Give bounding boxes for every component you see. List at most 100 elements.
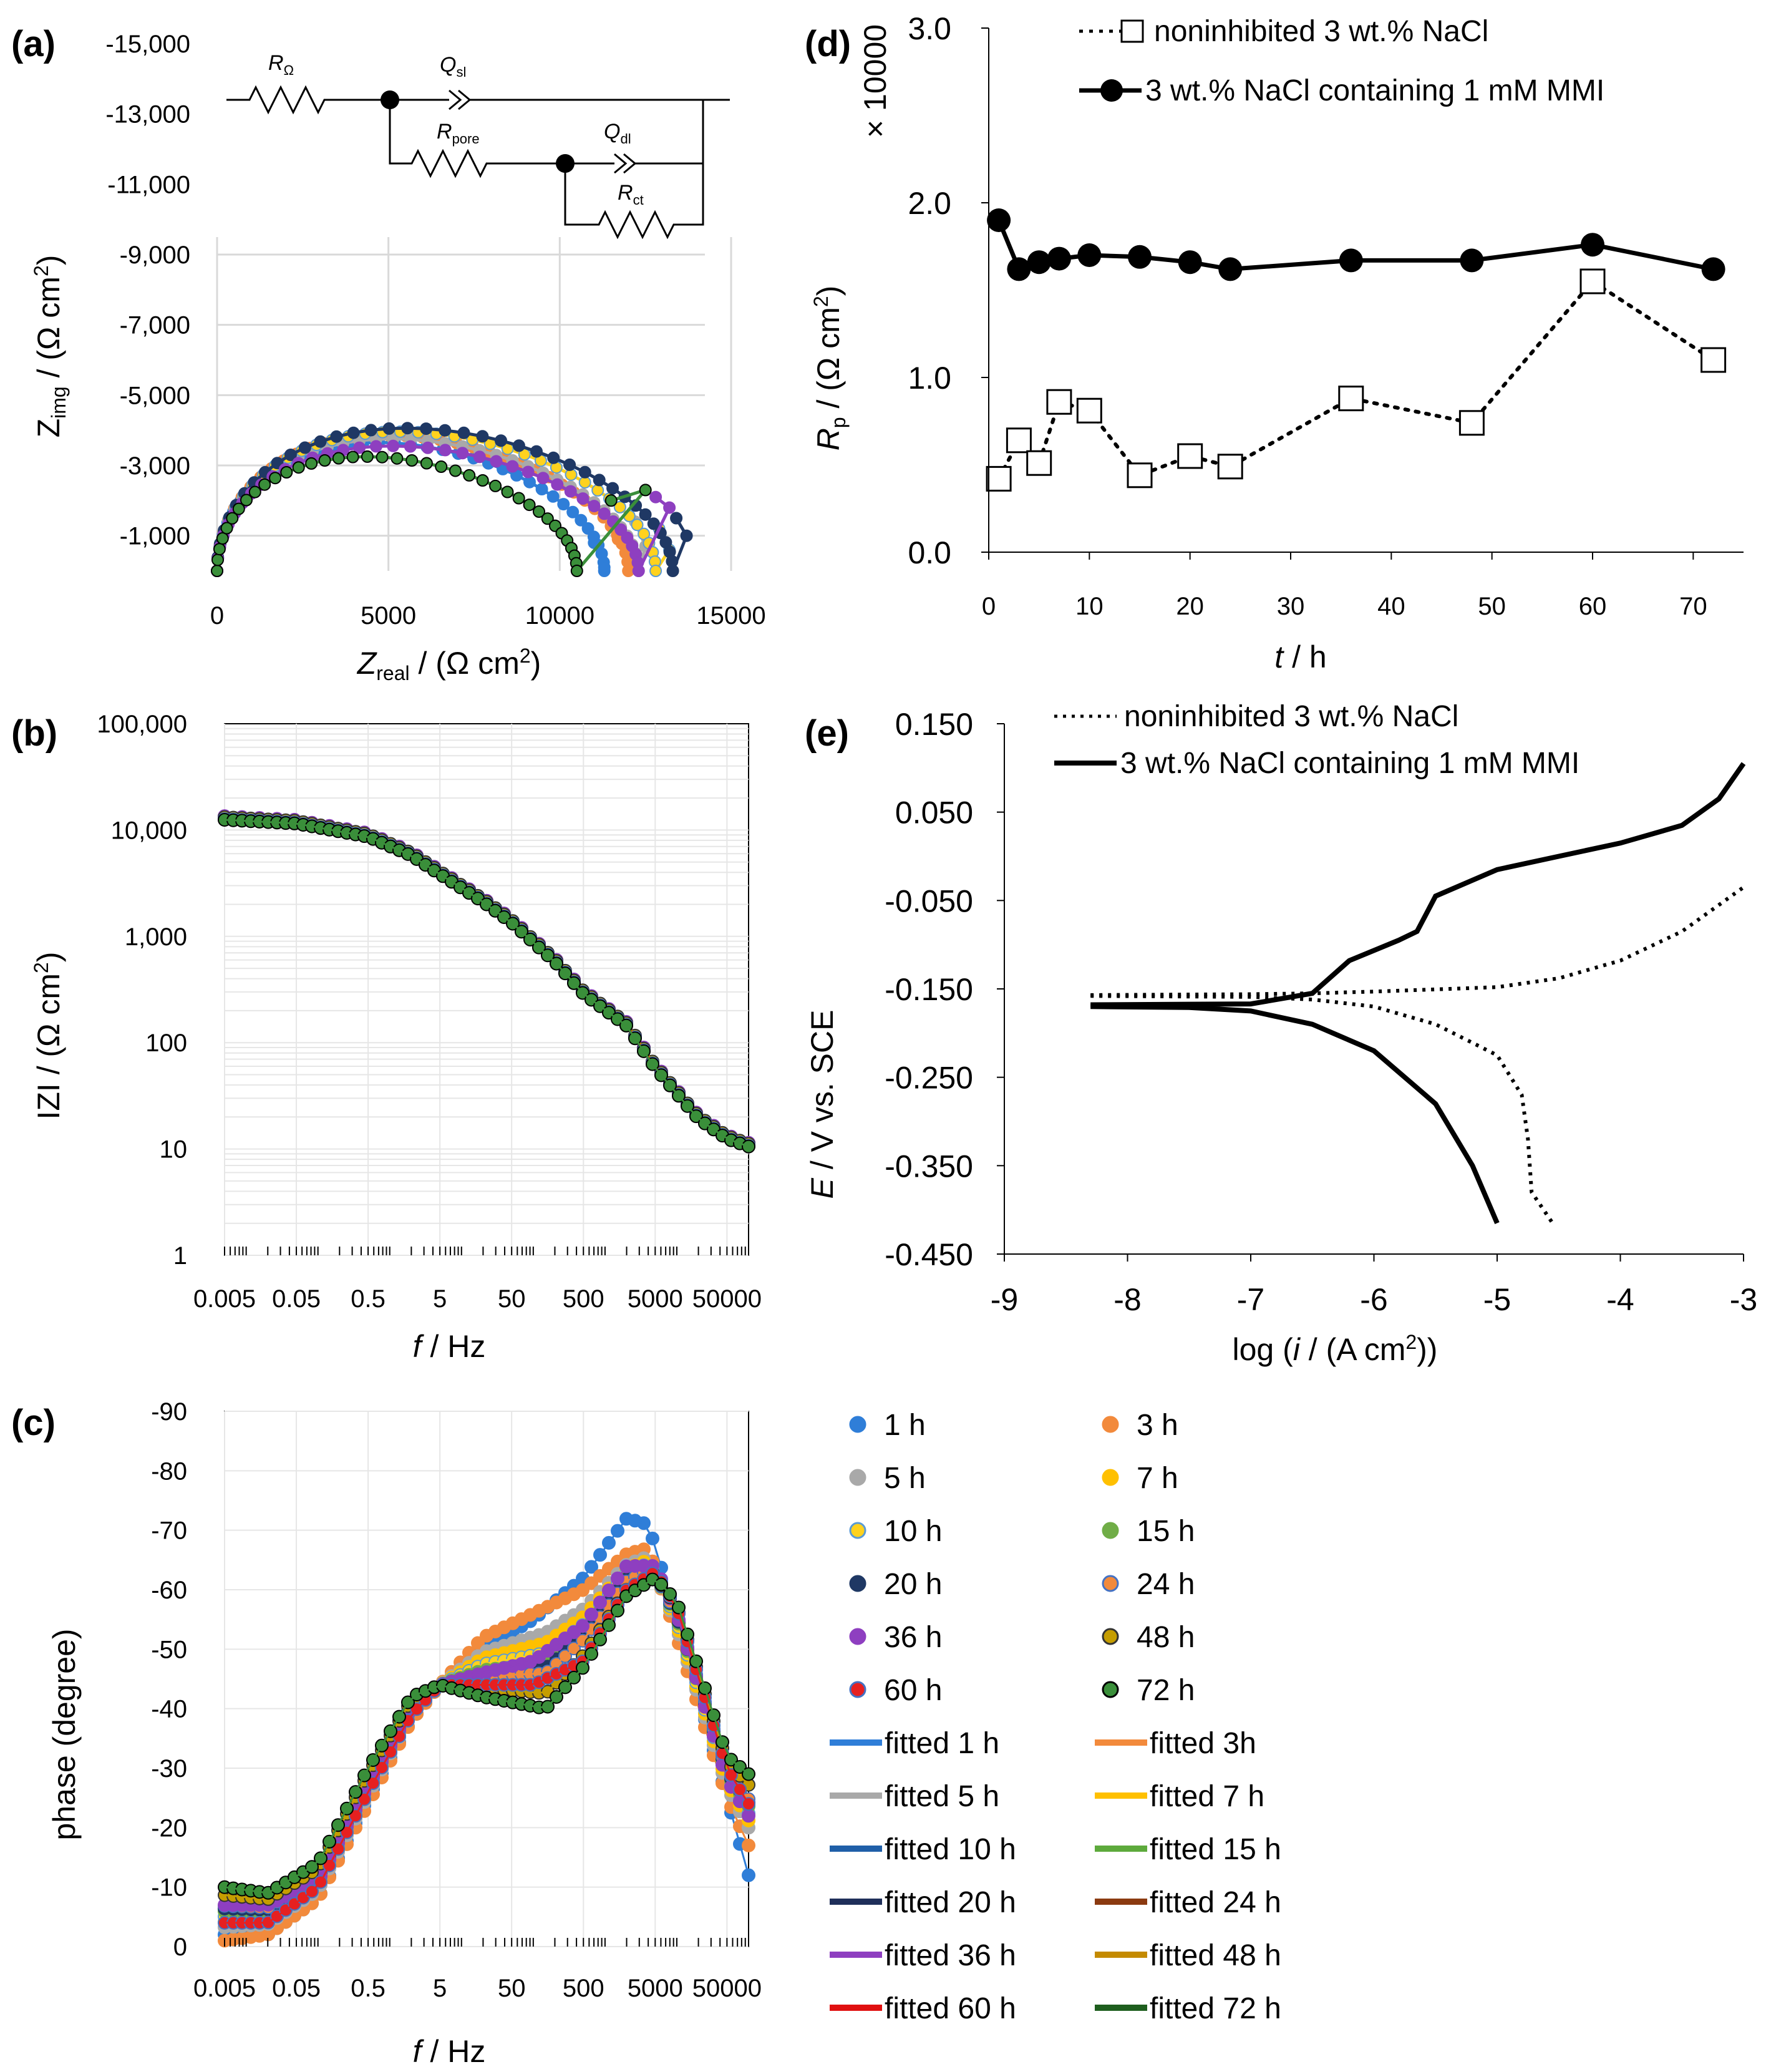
rp-point-noninhibited [1026,450,1052,476]
bode-magnitude-fit-line [224,818,749,1147]
x-tick-label: 500 [563,1285,604,1313]
nyquist-point [404,440,417,453]
panel-e-legend: noninhibited 3 wt.% NaCl 3 wt.% NaCl con… [1054,700,1579,780]
legend-line-label: fitted 60 h [885,1992,1016,2025]
y-tick-label: -15,000 [105,31,190,58]
nyquist-point [420,457,433,470]
nyquist-point [405,454,419,467]
nyquist-point [512,492,525,505]
panel-d-legend-label-1: noninhibited 3 wt.% NaCl [1154,15,1488,48]
bode-phase-series [218,1572,755,1900]
panel-e-legend-label-2: 3 wt.% NaCl containing 1 mM MMI [1120,747,1579,780]
bode-magnitude-series [218,813,755,1154]
circuit-q-sl [449,89,472,110]
legend-line-label: fitted 3h [1150,1727,1256,1760]
bode-magnitude-fit-line [224,816,749,1145]
nyquist-point [631,518,644,532]
y-tick-label: -3,000 [120,452,190,480]
nyquist-point [476,474,489,487]
y-tick-label: -0.450 [885,1237,973,1272]
nyquist-point [353,441,366,454]
y-tick-label: 0.150 [895,707,973,742]
legend-marker [1102,1416,1119,1433]
rp-point-mmi [1077,243,1102,267]
nyquist-point [666,565,679,577]
y-tick-label: 0.050 [895,795,973,830]
legend-marker-label: 10 h [884,1515,942,1548]
nyquist-point [495,434,507,447]
x-tick-label: -6 [1360,1282,1387,1317]
nyquist-point [364,424,377,437]
y-tick-label: -11,000 [107,171,190,198]
panel-c-xlabel: f / Hz [413,2034,486,2069]
y-tick-label: 3.0 [908,11,951,46]
rp-series [986,268,1727,492]
nyquist-point [588,500,601,513]
nyquist-point [575,513,588,527]
rp-point-noninhibited [1458,410,1485,436]
legend-marker-label: 5 h [884,1462,926,1495]
nyquist-point [551,478,564,491]
x-tick-label: 50000 [692,1975,762,2002]
panel-b-label: (b) [11,713,57,754]
y-tick-label: -13,000 [105,101,190,129]
x-tick-label: 10000 [525,602,594,630]
x-tick-label: -3 [1730,1282,1757,1317]
rp-point-mmi [1460,248,1484,273]
nyquist-point [570,565,583,577]
nyquist-point [506,460,519,473]
y-tick-label: -0.350 [885,1149,973,1184]
y-tick-label: 100 [145,1029,187,1057]
y-tick-label: -50 [151,1636,187,1663]
panel-d-label: (d) [805,24,851,64]
x-tick-label: 0.5 [351,1975,386,2002]
nyquist-point [523,499,536,512]
nyquist-point [391,452,404,465]
rp-point-mmi [1218,257,1243,281]
tafel-series [1090,762,1746,1224]
nyquist-point [347,426,360,439]
nyquist-point [421,441,434,454]
x-tick-label: 40 [1377,593,1405,620]
nyquist-point [211,553,224,567]
nyquist-point [248,485,261,499]
x-tick-label: 70 [1679,593,1707,620]
rp-point-noninhibited [1076,397,1102,424]
y-tick-label: -70 [151,1517,187,1545]
y-tick-label: -7,000 [120,312,190,339]
y-tick-label: -60 [151,1577,187,1604]
nyquist-point [564,485,577,498]
nyquist-point [598,561,611,574]
y-tick-label: 10 [160,1136,188,1164]
rp-point-mmi [1007,257,1031,281]
x-tick-label: 50 [498,1975,526,2002]
nyquist-point [387,439,400,452]
x-tick-label: 5000 [628,1285,683,1313]
legend-marker [1102,1522,1119,1539]
panel-b-bode-magnitude: 0.005 0.05 0.5 5 50 500 5000 50000 1 10 100 1,000 10… [30,711,762,1364]
y-tick-label: 0 [173,1933,187,1961]
rp-point-noninhibited [1217,454,1243,480]
nyquist-point [269,472,282,485]
bode-magnitude-fit-line [224,815,749,1144]
rp-point-mmi [1581,233,1604,257]
legend-marker-label: 60 h [884,1674,942,1707]
panel-e-tafel: -9 -8 -7 -6 -5 -4 -3 0.150 0.050 -0.050 -0.150 -0.2… [805,700,1757,1367]
nyquist-point [457,426,470,439]
rp-point-mmi [1339,248,1363,273]
nyquist-point [216,532,229,545]
nyquist-point [213,543,226,556]
panel-a-nyquist: 0 5000 10000 15000 -1,000 -3,000 -5,000 -7,000 -… [30,31,766,684]
nyquist-point [639,508,652,521]
nyquist-point [604,494,618,507]
nyquist-point [439,424,452,437]
x-tick-label: 5 [433,1285,447,1313]
nyquist-point [647,517,660,530]
panel-c-bode-phase: 0.005 0.05 0.5 5 50 500 5000 50000 0 -10 -20 -30 -40… [47,1398,762,2069]
y-tick-label: -20 [151,1814,187,1842]
nyquist-point [639,484,652,497]
nyquist-point [232,502,245,515]
nyquist-point [382,422,395,435]
nyquist-point [591,484,604,497]
y-tick-label: 0.0 [908,535,951,570]
